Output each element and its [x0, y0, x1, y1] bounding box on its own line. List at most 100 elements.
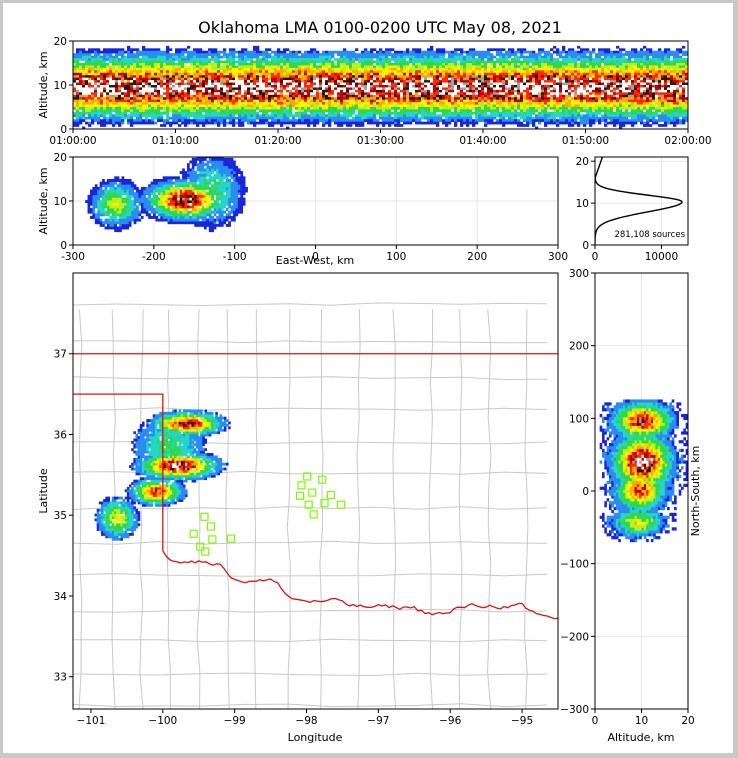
- density-cell: [268, 97, 272, 100]
- density-cell: [496, 77, 500, 81]
- density-cell: [283, 99, 287, 103]
- density-cell: [559, 63, 563, 66]
- density-cell: [445, 67, 449, 71]
- density-cell: [154, 67, 158, 71]
- density-cell: [232, 111, 236, 115]
- density-cell: [472, 63, 476, 66]
- density-cell: [436, 92, 440, 96]
- density-cell: [313, 53, 317, 56]
- density-cell: [106, 94, 110, 98]
- density-cell: [562, 58, 566, 61]
- density-cell: [478, 50, 482, 54]
- density-cell: [325, 72, 329, 76]
- density-cell: [322, 72, 326, 76]
- density-cell: [163, 87, 167, 91]
- density-cell: [244, 116, 248, 120]
- density-cell: [316, 72, 320, 76]
- density-cell: [331, 92, 335, 96]
- density-cell: [136, 48, 140, 52]
- density-cell: [394, 111, 398, 115]
- density-cell: [511, 50, 515, 54]
- density-cell: [517, 65, 521, 69]
- density-cell: [127, 116, 131, 120]
- density-cell: [490, 114, 494, 118]
- density-cell: [79, 75, 83, 78]
- density-cell: [358, 116, 362, 120]
- density-cell: [484, 94, 488, 98]
- density-cell: [232, 109, 236, 113]
- density-cell: [103, 72, 107, 76]
- density-cell: [133, 67, 137, 71]
- density-cell: [163, 72, 167, 76]
- density-cell: [136, 99, 140, 103]
- density-cell: [139, 104, 143, 108]
- density-cell: [361, 109, 365, 113]
- density-cell: [439, 72, 443, 76]
- density-cell: [112, 119, 116, 122]
- density-cell: [565, 111, 569, 115]
- density-cell: [175, 89, 179, 93]
- density-cell: [412, 87, 416, 91]
- density-cell: [544, 50, 548, 54]
- density-cell: [538, 58, 542, 61]
- density-cell: [571, 60, 575, 64]
- density-cell: [439, 48, 443, 52]
- density-cell: [343, 85, 347, 88]
- density-cell: [550, 58, 554, 61]
- density-cell: [262, 50, 266, 54]
- density-cell: [235, 94, 239, 98]
- density-cell: [415, 70, 419, 74]
- density-cell: [304, 85, 308, 88]
- density-cell: [451, 119, 455, 122]
- density-cell: [268, 75, 272, 78]
- density-cell: [205, 67, 209, 71]
- density-cell: [199, 53, 203, 56]
- density-cell: [541, 111, 545, 115]
- density-cell: [262, 80, 266, 83]
- density-cell: [313, 121, 317, 125]
- density-cell: [562, 119, 566, 122]
- density-cell: [562, 97, 566, 100]
- density-cell: [568, 104, 572, 108]
- density-cell: [106, 102, 110, 105]
- density-cell: [247, 107, 251, 110]
- density-cell: [364, 80, 368, 83]
- density-cell: [109, 55, 113, 59]
- density-cell: [256, 55, 260, 59]
- density-cell: [148, 99, 152, 103]
- density-cell: [511, 67, 515, 71]
- density-cell: [553, 63, 557, 66]
- density-cell: [463, 97, 467, 100]
- density-cell: [214, 109, 218, 113]
- density-cell: [268, 102, 272, 105]
- density-cell: [205, 80, 209, 83]
- density-cell: [343, 65, 347, 69]
- density-cell: [445, 107, 449, 110]
- density-cell: [181, 65, 185, 69]
- density-cell: [391, 48, 395, 52]
- density-cell: [148, 80, 152, 83]
- density-cell: [325, 63, 329, 66]
- density-cell: [301, 82, 305, 86]
- density-cell: [298, 116, 302, 120]
- density-cell: [541, 89, 545, 93]
- density-cell: [241, 67, 245, 71]
- density-cell: [499, 85, 503, 88]
- density-cell: [262, 72, 266, 76]
- density-cell: [145, 87, 149, 91]
- density-cell: [103, 85, 107, 88]
- density-cell: [421, 92, 425, 96]
- density-cell: [469, 65, 473, 69]
- density-cell: [121, 63, 125, 66]
- density-cell: [130, 77, 134, 81]
- density-cell: [271, 58, 275, 61]
- density-cell: [91, 72, 95, 76]
- density-cell: [472, 92, 476, 96]
- density-cell: [112, 67, 116, 71]
- density-cell: [106, 97, 110, 100]
- density-cell: [547, 82, 551, 86]
- density-cell: [232, 53, 236, 56]
- density-cell: [499, 92, 503, 96]
- density-cell: [331, 55, 335, 59]
- density-cell: [214, 94, 218, 98]
